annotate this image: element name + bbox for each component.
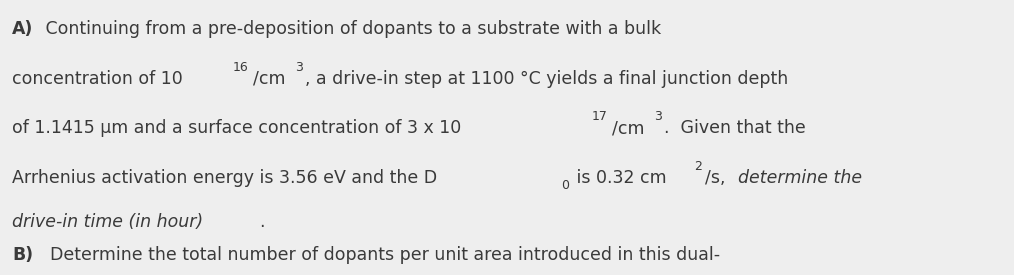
Text: /cm: /cm [252, 70, 285, 88]
Text: Determine the total number of dopants per unit area introduced in this dual-: Determine the total number of dopants pe… [40, 246, 721, 264]
Text: is 0.32 cm: is 0.32 cm [571, 169, 666, 187]
Text: 16: 16 [232, 61, 248, 74]
Text: Arrhenius activation energy is 3.56 eV and the D: Arrhenius activation energy is 3.56 eV a… [12, 169, 437, 187]
Text: Continuing from a pre-deposition of dopants to a substrate with a bulk: Continuing from a pre-deposition of dopa… [40, 20, 661, 38]
Text: of 1.1415 μm and a surface concentration of 3 x 10: of 1.1415 μm and a surface concentration… [12, 119, 461, 138]
Text: /s,: /s, [705, 169, 731, 187]
Text: 17: 17 [592, 110, 607, 123]
Text: /cm: /cm [612, 119, 645, 138]
Text: 2: 2 [695, 160, 703, 173]
Text: , a drive-in step at 1100 °C yields a final junction depth: , a drive-in step at 1100 °C yields a fi… [305, 70, 788, 88]
Text: 3: 3 [295, 61, 302, 74]
Text: drive-in time (in hour): drive-in time (in hour) [12, 213, 203, 231]
Text: determine the: determine the [738, 169, 862, 187]
Text: .  Given that the: . Given that the [664, 119, 806, 138]
Text: concentration of 10: concentration of 10 [12, 70, 183, 88]
Text: 3: 3 [654, 110, 662, 123]
Text: A): A) [12, 20, 33, 38]
Text: .: . [259, 213, 265, 231]
Text: 0: 0 [561, 179, 569, 192]
Text: B): B) [12, 246, 33, 264]
